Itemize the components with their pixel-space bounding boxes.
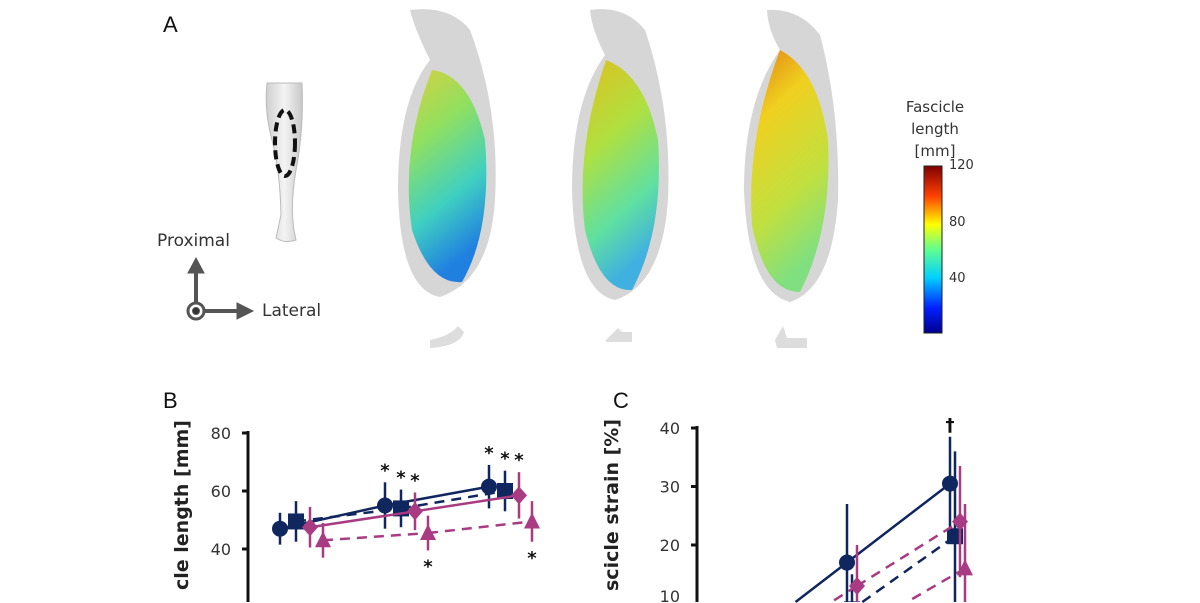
y-axis-label: scicle strain [%] (601, 419, 623, 591)
colorbar-title-line1: Fascicle length (905, 98, 965, 138)
significance-marker: * (500, 449, 510, 470)
data-point-square (497, 483, 513, 499)
series-line-segment (427, 520, 533, 535)
colorbar-tick-40: 40 (949, 271, 966, 286)
orientation-axes (186, 256, 255, 321)
significance-marker: * (380, 460, 390, 481)
data-point-square (844, 601, 860, 602)
series-line-segment (861, 535, 956, 603)
significance-marker: * (410, 470, 420, 491)
colorbar-tick-120: 120 (949, 158, 974, 173)
panel-a-label: A (163, 12, 178, 37)
series-line-segment (295, 507, 402, 523)
significance-marker: * (527, 548, 537, 569)
y-tick-label: 60 (211, 482, 231, 501)
colorbar-title-line2: [mm] (914, 142, 956, 160)
data-point-triangle (315, 531, 331, 548)
chart-c: 40 30 20 10 scicle strain [%] † (601, 415, 973, 603)
data-point-diamond (849, 576, 865, 595)
leg-illustration (265, 82, 303, 243)
muscle-model-2 (572, 9, 669, 342)
y-tick-label: 20 (660, 536, 680, 555)
panel-b-label: B (163, 388, 178, 413)
data-point-square (288, 513, 304, 530)
series-line-segment (322, 531, 429, 542)
series-line-segment (309, 510, 416, 529)
data-point-circle (839, 554, 855, 571)
series-line-segment (846, 482, 951, 564)
colorbar-title: Fascicle length [mm] (880, 96, 990, 162)
significance-marker: * (396, 468, 406, 489)
significance-marker: * (423, 556, 433, 577)
data-point-diamond (407, 502, 423, 521)
proximal-label: Proximal (157, 231, 230, 251)
y-axis-label: cle length [mm] (171, 420, 193, 590)
data-point-circle (272, 520, 288, 537)
data-point-diamond (511, 486, 527, 505)
y-tick-label: 30 (660, 478, 680, 497)
significance-marker: † (946, 415, 955, 436)
muscle-model-3 (744, 9, 839, 348)
data-point-triangle (524, 512, 540, 529)
y-tick-label: 40 (660, 419, 680, 438)
series-line-segment (856, 520, 961, 588)
series-line-segment (400, 489, 506, 510)
series-line-segment (794, 561, 848, 603)
y-tick-label: 80 (211, 424, 231, 443)
colorbar (923, 165, 943, 334)
significance-marker: * (484, 443, 494, 464)
panel-c-label: C (613, 388, 629, 413)
colorbar-tick-80: 80 (949, 215, 966, 230)
y-tick-label: 10 (660, 587, 680, 603)
muscle-model-1 (398, 9, 496, 348)
y-tick-label: 40 (211, 540, 231, 559)
data-point-triangle (957, 559, 973, 576)
series-line-segment (414, 494, 520, 513)
series-line-segment (906, 567, 966, 603)
data-point-circle (481, 478, 497, 495)
lateral-label: Lateral (262, 301, 322, 321)
data-point-diamond (302, 518, 318, 537)
panel-a-illustration (186, 9, 943, 348)
data-point-triangle (420, 524, 436, 541)
significance-marker: * (514, 450, 524, 471)
muscle-outline (273, 108, 297, 178)
